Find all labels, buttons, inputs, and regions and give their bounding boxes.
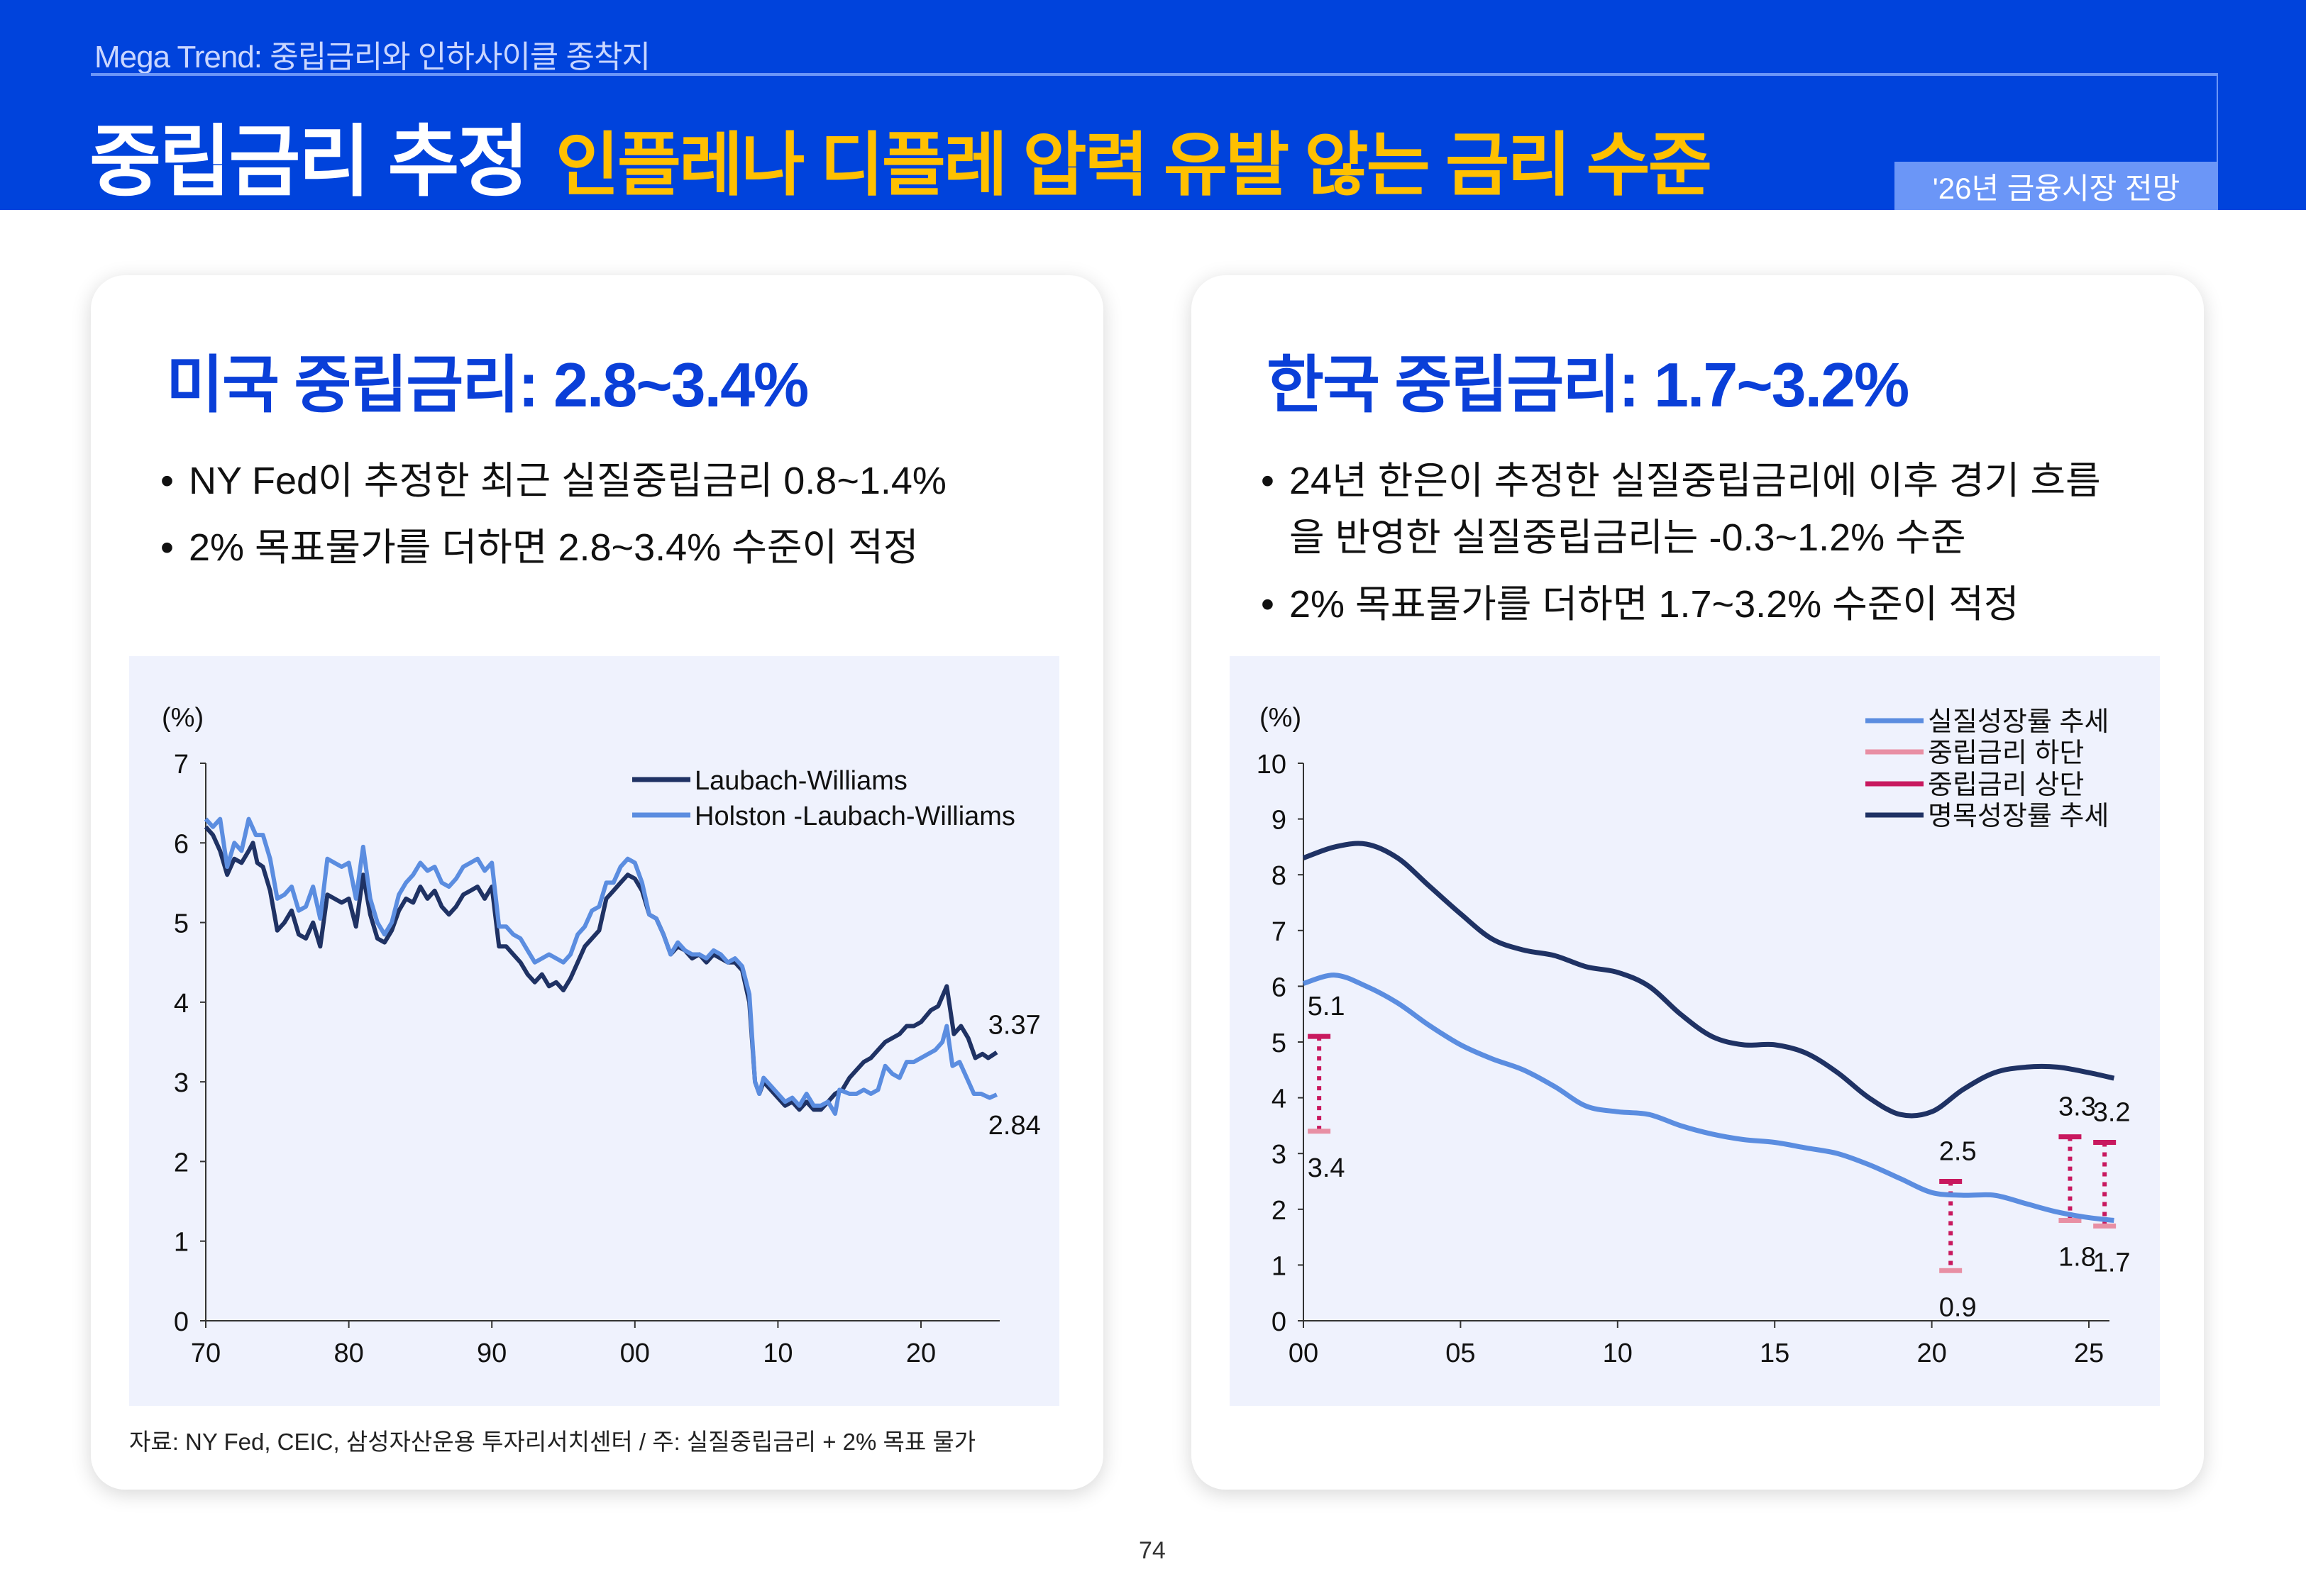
legend-label: 명목성장률 추세 [1928, 802, 2109, 831]
neutral-rate-low-label: 1.7 [2093, 1248, 2131, 1278]
legend-label: 중립금리 상단 [1928, 770, 2084, 800]
series-end-label: 3.37 [988, 1011, 1041, 1041]
neutral-rate-high-label: 3.2 [2093, 1097, 2131, 1127]
report-tag: '26년 금융시장 전망 [1894, 162, 2218, 210]
y-unit-label: (%) [162, 703, 204, 733]
card-title: 한국 중립금리: 1.7~3.2% [1267, 350, 1909, 420]
page-subtitle: 인플레나 디플레 압력 유발 않는 금리 수준 [555, 126, 1712, 204]
us-neutral-rate-card: 미국 중립금리: 2.8~3.4% NY Fed이 추정한 최근 실질중립금리 … [91, 275, 1103, 1490]
page-title-main: 중립금리 추정 [89, 118, 529, 206]
x-tick-label: 15 [1760, 1339, 1789, 1368]
bullet-item: 2% 목표물가를 더하면 2.8~3.4% 수준이 적정 [160, 519, 947, 576]
y-tick-label: 5 [174, 909, 189, 939]
y-tick-label: 10 [1257, 750, 1286, 780]
series-line [1302, 972, 2114, 1223]
bullet-list: 24년 한은이 추정한 실질중립금리에 이후 경기 흐름 을 반영한 실질중립금… [1261, 453, 2101, 633]
us-neutral-rate-chart: (%) 0 1 2 3 4 5 6 7 70 80 90 00 10 20 Laubach-Williams 3… [162, 703, 1041, 1368]
header-divider [91, 73, 2218, 76]
bullet-item: 24년 한은이 추정한 실질중립금리에 이후 경기 흐름 [1261, 453, 2101, 509]
y-tick-label: 1 [1271, 1251, 1286, 1281]
y-tick-label: 4 [174, 989, 189, 1019]
neutral-rate-low-label: 3.4 [1308, 1153, 1345, 1183]
series-end-label: 2.84 [988, 1111, 1041, 1141]
series-line [204, 825, 998, 1112]
us-chart-panel: (%) 0 1 2 3 4 5 6 7 70 80 90 00 10 20 Laubach-Williams 3… [129, 656, 1059, 1406]
series-line [204, 816, 998, 1116]
x-tick-label: 80 [333, 1339, 363, 1368]
y-tick-label: 4 [1271, 1085, 1286, 1114]
y-tick-label: 6 [1271, 972, 1286, 1002]
y-tick-label: 7 [174, 750, 189, 780]
neutral-rate-high-label: 3.3 [2058, 1092, 2096, 1122]
section-kicker: Mega Trend: 중립금리와 인하사이클 종착지 [94, 40, 651, 74]
y-tick-label: 7 [1271, 917, 1286, 947]
y-tick-label: 0 [1271, 1307, 1286, 1337]
series-line [1302, 841, 2115, 1119]
x-tick-label: 10 [1603, 1339, 1633, 1368]
y-unit-label: (%) [1259, 703, 1301, 733]
page-title: 중립금리 추정 인플레나 디플레 압력 유발 않는 금리 수준 [89, 98, 1712, 211]
neutral-rate-high-label: 5.1 [1308, 992, 1345, 1021]
neutral-rate-low-label: 1.8 [2058, 1243, 2096, 1273]
x-tick-label: 25 [2074, 1339, 2104, 1368]
source-note: 자료: NY Fed, CEIC, 삼성자산운용 투자리서치센터 / 주: 실질… [129, 1429, 976, 1455]
legend-label: 실질성장률 추세 [1928, 707, 2109, 737]
y-tick-label: 3 [1271, 1140, 1286, 1170]
card-title: 미국 중립금리: 2.8~3.4% [166, 350, 809, 420]
bullet-item: 2% 목표물가를 더하면 1.7~3.2% 수준이 적정 [1261, 576, 2101, 633]
korea-chart-panel: (%) 0 1 2 3 4 5 6 7 8 9 10 00 05 10 15 20 25 5.1 3.4 2.5 0.9 3… [1230, 656, 2160, 1406]
y-tick-label: 8 [1271, 861, 1286, 891]
bullet-list: NY Fed이 추정한 최근 실질중립금리 0.8~1.4% 2% 목표물가를 … [160, 453, 947, 576]
header-divider-vertical [2217, 73, 2218, 162]
x-tick-label: 05 [1445, 1339, 1475, 1368]
y-tick-label: 1 [174, 1228, 189, 1258]
x-tick-label: 90 [477, 1339, 507, 1368]
korea-neutral-rate-chart: (%) 0 1 2 3 4 5 6 7 8 9 10 00 05 10 15 20 25 5.1 3.4 2.5 0.9 3… [1257, 703, 2131, 1368]
y-tick-label: 2 [174, 1148, 189, 1177]
bullet-item-continued: 을 반영한 실질중립금리는 -0.3~1.2% 수준 [1289, 516, 1966, 559]
neutral-rate-high-label: 2.5 [1939, 1137, 1977, 1167]
neutral-rate-low-label: 0.9 [1939, 1292, 1977, 1322]
legend-label: Laubach-Williams [695, 766, 907, 796]
y-tick-label: 5 [1271, 1029, 1286, 1058]
x-tick-label: 00 [620, 1339, 650, 1368]
x-tick-label: 00 [1289, 1339, 1318, 1368]
y-tick-label: 3 [174, 1068, 189, 1098]
legend-label: Holston -Laubach-Williams [695, 802, 1015, 831]
x-tick-label: 20 [906, 1339, 936, 1368]
bullet-item: NY Fed이 추정한 최근 실질중립금리 0.8~1.4% [160, 453, 947, 509]
y-tick-label: 6 [174, 829, 189, 859]
y-tick-label: 2 [1271, 1196, 1286, 1226]
x-tick-label: 70 [191, 1339, 221, 1368]
korea-neutral-rate-card: 한국 중립금리: 1.7~3.2% 24년 한은이 추정한 실질중립금리에 이후… [1191, 275, 2204, 1490]
y-tick-label: 0 [174, 1307, 189, 1337]
legend-label: 중립금리 하단 [1928, 738, 2084, 768]
header-band: Mega Trend: 중립금리와 인하사이클 종착지 중립금리 추정 인플레나 … [0, 0, 2306, 210]
page-number: 74 [1139, 1537, 1166, 1564]
x-tick-label: 20 [1916, 1339, 1946, 1368]
y-tick-label: 9 [1271, 806, 1286, 836]
x-tick-label: 10 [763, 1339, 793, 1368]
